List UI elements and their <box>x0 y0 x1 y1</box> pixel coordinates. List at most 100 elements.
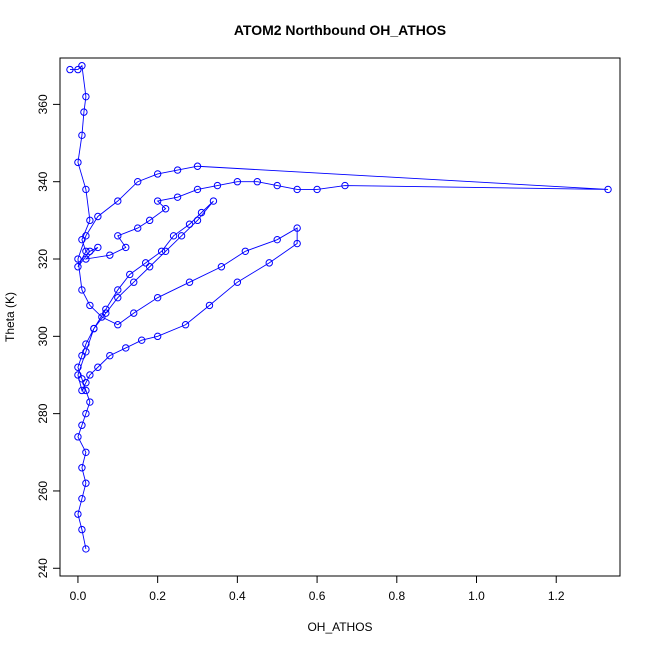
data-point <box>78 525 86 534</box>
x-tick-label: 0.0 <box>70 589 87 603</box>
series-layer <box>66 62 612 553</box>
data-point <box>78 62 86 70</box>
data-point <box>94 212 102 221</box>
data-point <box>74 433 82 441</box>
data-point <box>181 321 190 329</box>
data-point <box>241 247 250 255</box>
data-point <box>153 197 162 205</box>
data-point <box>173 166 182 174</box>
data-point <box>114 293 122 302</box>
data-point <box>86 216 94 225</box>
data-point <box>82 232 90 240</box>
data-point <box>106 351 114 360</box>
data-point <box>213 181 222 190</box>
data-point <box>98 313 106 321</box>
x-tick-label: 1.2 <box>548 589 565 603</box>
data-point <box>604 185 612 194</box>
data-point <box>293 185 301 194</box>
y-tick-label: 320 <box>36 249 50 269</box>
data-point <box>86 398 94 406</box>
data-point <box>293 239 301 248</box>
y-tick-label: 340 <box>36 171 50 191</box>
data-point <box>78 386 86 395</box>
data-point <box>193 216 202 225</box>
data-point <box>145 263 154 271</box>
data-point <box>82 92 90 101</box>
x-tick-label: 0.4 <box>229 589 246 603</box>
data-point <box>114 197 122 205</box>
data-point <box>74 255 82 263</box>
data-point <box>205 301 214 310</box>
data-point <box>82 255 90 263</box>
data-point <box>233 278 242 286</box>
series-line <box>69 64 609 550</box>
data-point <box>130 309 138 317</box>
x-tick-label: 1.0 <box>468 589 485 603</box>
data-point <box>90 324 98 333</box>
data-point <box>82 448 90 456</box>
data-point <box>122 344 130 352</box>
data-point <box>134 224 142 232</box>
data-point <box>161 205 170 213</box>
data-point <box>74 65 82 74</box>
y-tick-label: 300 <box>36 326 50 346</box>
data-point <box>86 371 94 379</box>
data-point <box>313 185 321 194</box>
data-point <box>138 336 146 344</box>
data-point <box>78 131 86 140</box>
x-axis: 0.0 0.2 0.4 0.6 0.8 1.0 1.2 <box>70 575 565 603</box>
data-point <box>82 348 90 356</box>
data-point <box>265 259 273 267</box>
data-point <box>153 170 162 178</box>
data-point <box>173 193 182 201</box>
data-point <box>78 351 86 360</box>
data-point <box>145 216 154 225</box>
y-tick-label: 280 <box>36 403 50 423</box>
data-point <box>126 270 134 279</box>
data-point <box>78 375 86 383</box>
data-point <box>74 158 82 167</box>
data-point <box>94 243 102 252</box>
data-point <box>114 232 122 240</box>
chart-title: ATOM2 Northbound OH_ATHOS <box>234 22 446 38</box>
data-point <box>193 162 202 170</box>
x-tick-label: 0.8 <box>388 589 405 603</box>
y-axis-label: Theta (K) <box>3 292 17 342</box>
data-point <box>82 409 90 418</box>
data-point <box>94 363 102 371</box>
data-point <box>74 363 82 371</box>
data-point <box>82 379 90 387</box>
data-point <box>273 181 281 190</box>
data-point <box>86 301 94 310</box>
data-point <box>78 286 86 294</box>
data-point <box>114 286 122 294</box>
x-axis-label: OH_ATHOS <box>307 620 372 634</box>
data-point <box>217 263 226 271</box>
data-point <box>82 340 90 348</box>
data-point <box>177 232 186 240</box>
y-tick-label: 260 <box>36 481 50 501</box>
data-point <box>209 197 218 205</box>
data-point <box>197 208 206 217</box>
data-point <box>273 235 281 244</box>
data-point <box>253 178 261 186</box>
data-point <box>193 185 202 194</box>
data-point <box>185 220 194 228</box>
y-tick-label: 360 <box>36 94 50 114</box>
data-point <box>66 65 74 74</box>
data-point <box>157 247 166 255</box>
data-point <box>293 224 301 232</box>
data-point <box>233 178 242 186</box>
data-point <box>130 278 138 286</box>
data-point <box>169 232 178 240</box>
data-point <box>122 243 130 252</box>
data-point <box>74 371 82 379</box>
data-point <box>82 545 90 553</box>
data-point <box>82 386 90 395</box>
data-point <box>153 293 162 302</box>
data-point <box>106 251 114 259</box>
data-point <box>82 247 90 255</box>
data-point <box>82 479 90 487</box>
data-point <box>78 235 86 244</box>
